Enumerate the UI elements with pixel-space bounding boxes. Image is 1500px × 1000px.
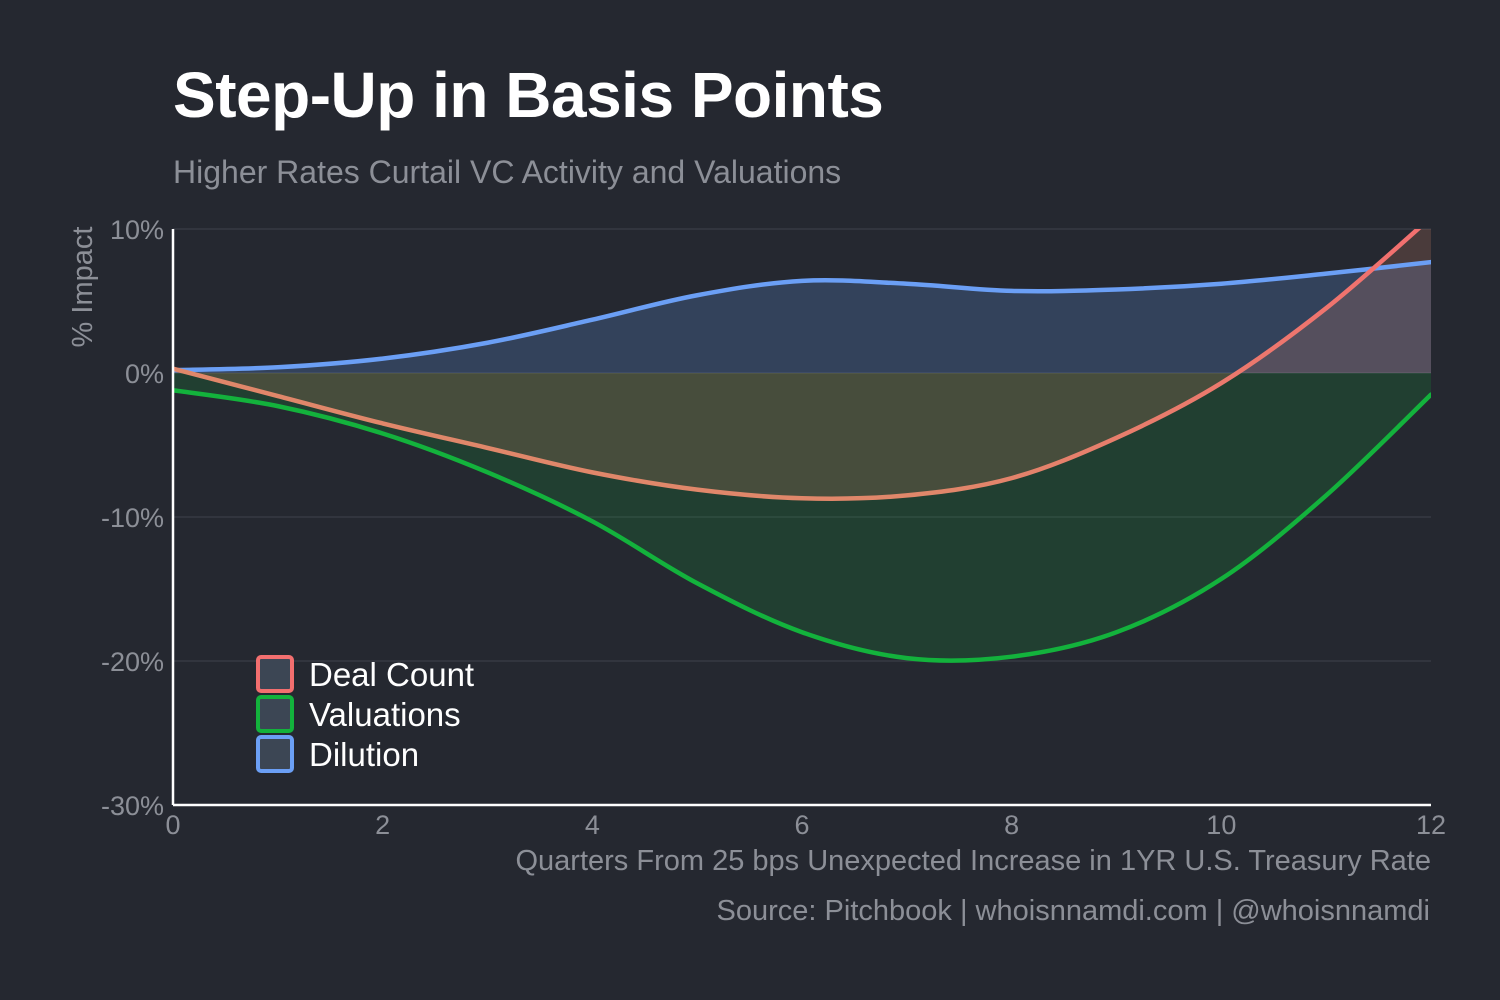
- dilution-point: [591, 318, 594, 321]
- legend-swatch-valuations: [256, 695, 294, 733]
- dilution-point: [1430, 261, 1433, 264]
- valuations-point: [276, 405, 279, 408]
- legend-label-deal-count: Deal Count: [309, 656, 474, 693]
- deal-count-point: [801, 497, 804, 500]
- y-tick-label: -20%: [101, 647, 164, 677]
- valuations-point: [905, 657, 908, 660]
- dilution-point: [1325, 272, 1328, 275]
- dilution-point: [381, 357, 384, 360]
- deal-count-point: [1115, 436, 1118, 439]
- legend-swatch-dilution: [256, 735, 294, 773]
- dilution-point: [486, 341, 489, 344]
- series-lines: [173, 216, 1433, 663]
- deal-count-point: [276, 395, 279, 398]
- valuations-point: [1115, 631, 1118, 634]
- y-tick-labels: 10% 0% -10% -20% -30%: [101, 215, 164, 821]
- deal-count-point: [486, 446, 489, 449]
- y-tick-label: 10%: [110, 215, 164, 245]
- x-tick-label: 0: [165, 810, 180, 840]
- grid-lines: [173, 228, 1431, 662]
- legend-swatch-deal-count: [256, 655, 294, 693]
- chart-subtitle: Higher Rates Curtail VC Activity and Val…: [173, 154, 842, 190]
- deal-count-point: [905, 494, 908, 497]
- valuations-point: [381, 432, 384, 435]
- x-tick-label: 12: [1416, 810, 1446, 840]
- deal-count-point: [1430, 216, 1433, 219]
- x-tick-label: 8: [1004, 810, 1019, 840]
- valuations-point: [1430, 393, 1433, 396]
- y-tick-label: 0%: [125, 359, 164, 389]
- deal-count-point: [1220, 382, 1223, 385]
- y-axis-label: % Impact: [67, 227, 99, 348]
- chart-title: Step-Up in Basis Points: [173, 59, 884, 131]
- valuations-line: [173, 388, 1431, 663]
- deal-count-line: [173, 229, 1422, 501]
- valuations-area: [173, 373, 1431, 661]
- valuations-point: [801, 631, 804, 634]
- dilution-point: [1010, 289, 1013, 292]
- x-tick-label: 2: [375, 810, 390, 840]
- dilution-point: [696, 294, 699, 297]
- x-tick-label: 4: [585, 810, 600, 840]
- dilution-point: [801, 279, 804, 282]
- x-axis-label: Quarters From 25 bps Unexpected Increase…: [515, 845, 1431, 877]
- deal-count-area: [173, 229, 1431, 499]
- source-note: Source: Pitchbook | whoisnnamdi.com | @w…: [716, 895, 1430, 927]
- legend-label-dilution: Dilution: [309, 736, 419, 773]
- deal-count-point: [1010, 477, 1013, 480]
- x-tick-labels: 0 2 4 6 8 10 12: [165, 810, 1446, 840]
- deal-count-point: [591, 471, 594, 474]
- deal-count-point: [696, 488, 699, 491]
- valuations-point: [1220, 577, 1223, 580]
- deal-count-point: [1325, 307, 1328, 310]
- x-tick-label: 10: [1206, 810, 1236, 840]
- x-tick-label: 6: [794, 810, 809, 840]
- valuations-point: [1325, 494, 1328, 497]
- y-tick-label: -10%: [101, 503, 164, 533]
- valuations-point: [591, 520, 594, 523]
- dilution-point: [276, 366, 279, 369]
- valuations-point: [486, 471, 489, 474]
- legend-label-valuations: Valuations: [309, 696, 461, 733]
- dilution-point: [1220, 282, 1223, 285]
- dilution-point: [1115, 288, 1118, 291]
- valuations-point: [696, 582, 699, 585]
- valuations-point: [1010, 655, 1013, 658]
- dilution-point: [905, 282, 908, 285]
- y-tick-label: -30%: [101, 791, 164, 821]
- dilution-line: [173, 259, 1431, 373]
- deal-count-point: [381, 422, 384, 425]
